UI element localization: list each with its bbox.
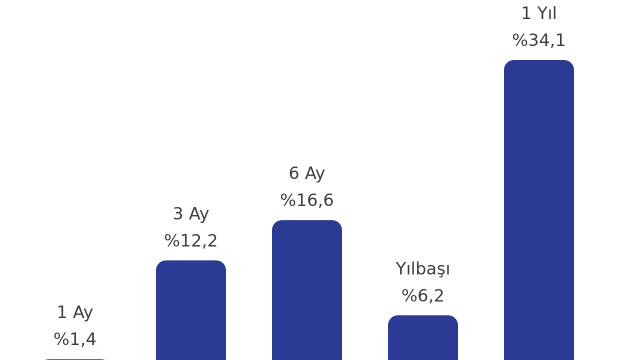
bar-3 (388, 315, 458, 360)
labels-group: %1,4 1 Ay %12,2 3 Ay %16,6 6 Ay %6,2 Yılbaşı %34… (53, 4, 566, 350)
bar-4 (504, 60, 574, 360)
category-label-2: 6 Ay (289, 164, 326, 184)
bars-group (45, 60, 574, 360)
category-label-1: 3 Ay (173, 204, 210, 224)
category-label-4: 1 Yıl (521, 4, 557, 24)
value-label-4: %34,1 (512, 31, 566, 51)
value-label-3: %6,2 (401, 286, 444, 306)
value-label-1: %12,2 (164, 231, 218, 251)
value-label-0: %1,4 (53, 330, 96, 350)
value-label-2: %16,6 (280, 191, 334, 211)
category-label-3: Yılbaşı (395, 259, 451, 279)
category-label-0: 1 Ay (57, 303, 94, 323)
bar-1 (156, 260, 226, 360)
bar-2 (272, 220, 342, 360)
